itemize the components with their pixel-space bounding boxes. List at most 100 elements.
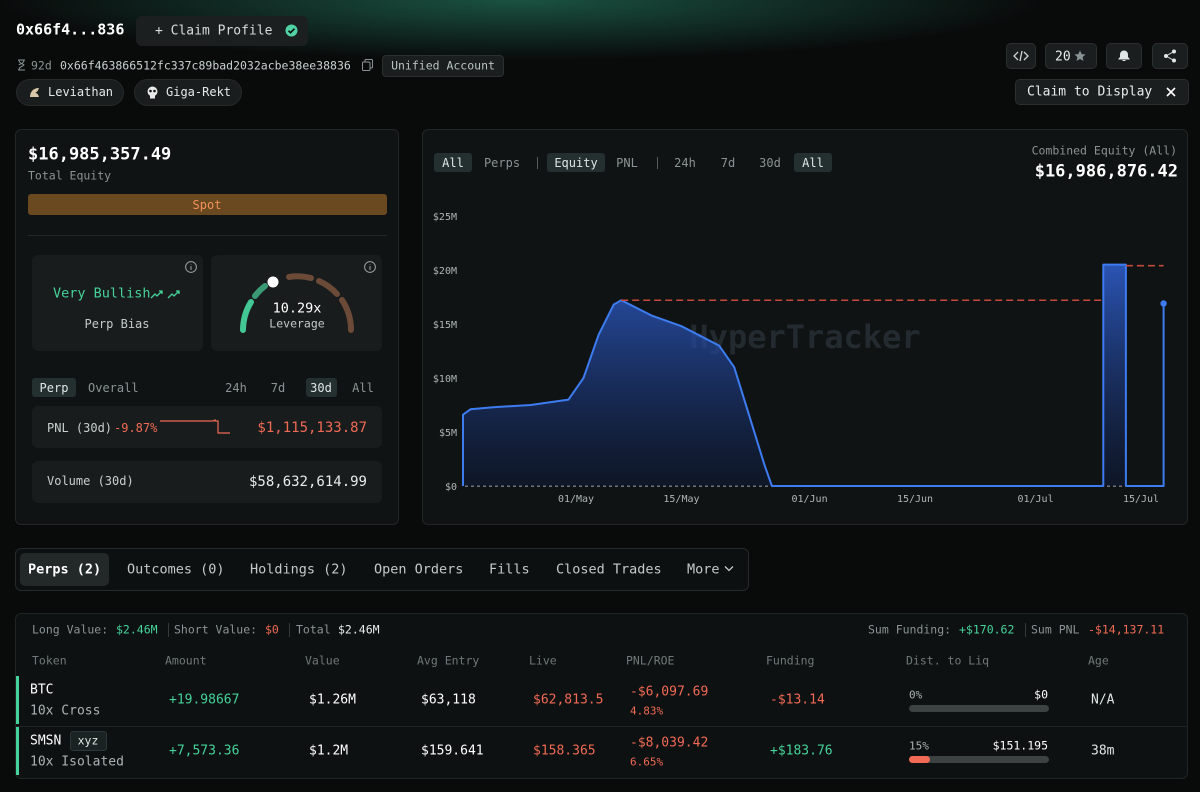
total-value: $2.46M [338,622,380,637]
roe: 4.83% [630,704,664,718]
star-count: 20 [1055,49,1071,65]
column-header: Age [1088,653,1109,668]
filter-separator [657,157,658,169]
separator [289,623,290,637]
value: $1.26M [309,692,356,708]
address: 0x66f4...836 [16,20,125,39]
period-option[interactable]: 7d [270,381,286,395]
funding: -$13.14 [770,692,825,708]
tag-pill [70,731,107,751]
embed-button[interactable] [1006,43,1036,69]
pnl-sparkline [160,419,230,434]
star-button[interactable] [1045,43,1097,69]
amount: +7,573.36 [169,743,240,759]
filter-pill [547,153,605,172]
chart-filter[interactable]: All [802,156,824,170]
tab[interactable]: Perps (2) [28,561,102,578]
chart-filter[interactable]: Perps [483,156,521,170]
share-button[interactable] [1152,43,1188,69]
chart-filter[interactable]: 7d [720,156,736,170]
chart-filter[interactable]: 24h [674,156,696,170]
liq-price: $0 [1034,687,1048,702]
token: BTC [30,682,54,698]
value: $1.2M [309,743,349,759]
leverage-gauge [240,273,355,333]
long-value: $2.46M [116,622,158,637]
column-header: Value [305,653,340,668]
period-option[interactable]: All [352,381,374,395]
code-icon [1013,50,1029,62]
tab[interactable]: Holdings (2) [250,561,348,578]
badge-label: Leviathan [48,85,114,99]
share-icon [1164,49,1176,63]
claim-profile-button[interactable] [136,16,308,46]
leverage: 10.29x [272,300,322,317]
total-equity-label: Total Equity [28,168,112,183]
total-label: Total [296,622,331,637]
badge-icon [147,86,158,99]
bell-icon [1118,50,1130,61]
column-header: PNL/ROE [626,653,675,668]
summary-tab[interactable]: Perp [39,381,69,395]
info-icon [185,261,197,273]
funding: +$183.76 [770,743,833,759]
spot-label: Spot [192,198,222,212]
long-label: Long Value: [32,622,109,637]
leverage-mode: 10x Isolated [30,754,124,770]
sum-funding-label: Sum Funding: [868,622,952,637]
row-divider [16,726,1187,727]
total-equity: $16,985,357.49 [28,144,172,165]
perp-bias: Very Bullish [53,285,151,302]
period-option[interactable]: 24h [225,381,247,395]
verified-icon [285,24,298,37]
badge-icon [30,88,39,97]
filter-separator [537,157,538,169]
active-tab [20,553,109,586]
tab[interactable]: Open Orders [374,561,464,578]
liq-track [909,756,1049,763]
tab[interactable]: Fills [489,561,530,578]
pnl: -$8,039.42 [630,735,709,751]
chart-filter[interactable]: Equity [554,156,598,170]
chart-filter[interactable]: PNL [616,156,638,170]
amount: +19.98667 [169,692,240,708]
pnl-label: PNL (30d) [47,421,113,435]
spot-bar [28,194,387,215]
star-icon [1074,50,1086,61]
perp-bias-card [32,255,203,351]
avg-entry: $63,118 [421,692,476,708]
row-indicator [16,727,19,775]
column-header: Dist. to Liq [906,653,990,668]
live-price: $62,813.5 [533,692,604,708]
x-icon [1166,87,1176,97]
pnl-value: $1,115,133.87 [257,420,367,436]
hourglass-icon [18,59,25,71]
badge-label: Giga-Rekt [166,85,232,99]
chart-filter[interactable]: All [442,156,464,170]
claim-display-button[interactable] [1015,79,1189,105]
period-pill [306,378,337,397]
filter-pill [434,153,472,172]
volume-card [32,461,382,503]
liq-track [909,705,1049,712]
trend-icon [150,290,180,299]
period-option[interactable]: 30d [310,381,332,395]
liq-price: $151.195 [992,738,1048,753]
combined-label: Combined Equity (All) [1031,143,1177,158]
chart-filter[interactable]: 30d [759,156,781,170]
column-header: Token [32,653,67,668]
separator [168,623,169,637]
combined-value: $16,986,876.42 [1034,161,1178,182]
claim-display-text: Claim to Display [1027,84,1153,100]
column-header: Avg Entry [417,653,480,668]
tab[interactable]: Outcomes (0) [127,561,225,578]
tab[interactable]: More [687,561,720,578]
tab[interactable]: Closed Trades [556,561,662,578]
copy-icon [362,59,373,71]
watermark: HyperTracker [689,318,921,356]
perp-bias-label: Perp Bias [84,317,150,331]
short-label: Short Value: [174,622,258,637]
summary-tab[interactable]: Overall [88,381,139,395]
column-header: Live [529,653,557,668]
sum-pnl-label: Sum PNL [1031,622,1080,637]
